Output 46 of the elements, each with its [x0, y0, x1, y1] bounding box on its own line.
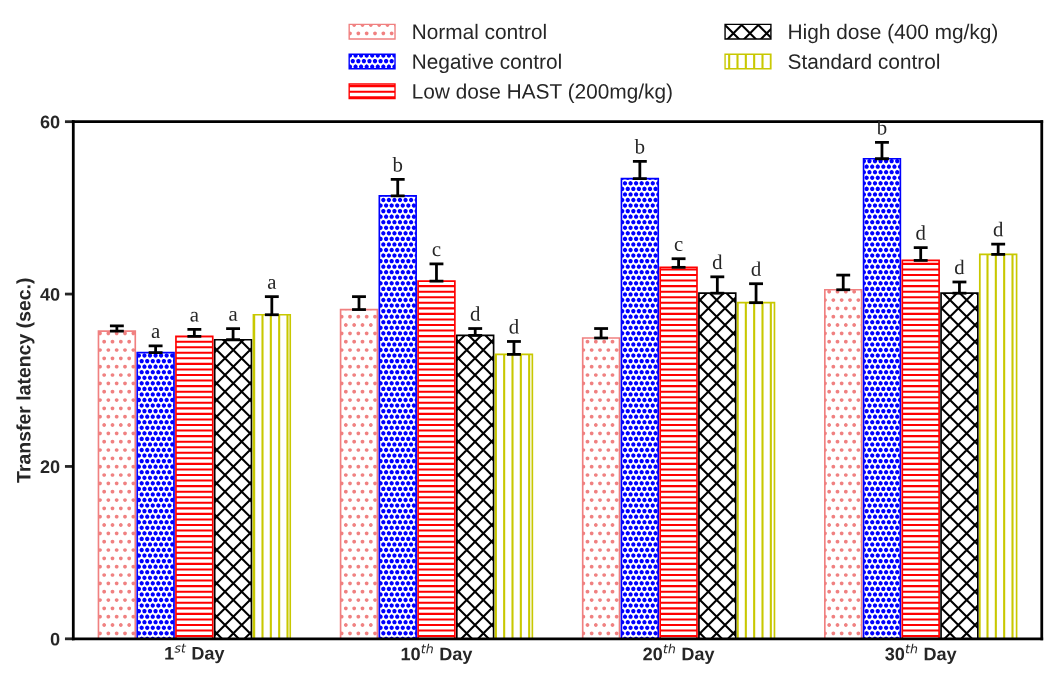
bar	[339, 308, 379, 639]
x-tick-label: 10$^{th}$ Day	[401, 643, 473, 664]
x-tick-label: 30$^{th}$ Day	[885, 643, 957, 664]
y-tick-label: 20	[40, 460, 60, 474]
bar	[823, 288, 863, 639]
y-tick-label: 60	[40, 115, 60, 129]
bar	[97, 330, 137, 639]
legend-label: Low dose HAST (200mg/kg)	[413, 83, 672, 103]
bar	[378, 194, 417, 639]
bar	[175, 335, 214, 639]
x-tick-label: 20$^{th}$ Day	[643, 643, 715, 664]
bar	[417, 280, 456, 639]
data-label: d	[954, 259, 965, 275]
data-label: c	[432, 246, 441, 257]
bar	[581, 337, 621, 639]
legend-label: Normal control	[413, 23, 546, 40]
y-tick-label: 0	[50, 632, 60, 646]
bar	[736, 301, 776, 639]
x-tick-label: 1$^{st}$ Day	[165, 643, 225, 664]
legend-label: Negative control	[413, 53, 561, 74]
data-label: d	[993, 221, 1004, 237]
data-label: c	[674, 241, 683, 252]
y-tick-label: 40	[40, 287, 60, 301]
data-label: d	[712, 254, 723, 270]
data-label: d	[751, 261, 762, 277]
bar	[136, 351, 175, 639]
legend-label: High dose (400 mg/kg)	[789, 23, 998, 44]
data-label: d	[916, 225, 926, 240]
y-axis-title: Transfer latency (sec.)	[16, 278, 35, 483]
legend-label: Standard control	[788, 53, 940, 69]
bar	[901, 259, 940, 639]
data-label: a	[151, 328, 160, 339]
data-label: d	[509, 319, 519, 334]
bar	[252, 313, 292, 639]
data-label: d	[470, 306, 481, 321]
data-label: b	[392, 157, 403, 172]
data-label: b	[634, 138, 645, 154]
bar	[862, 157, 902, 639]
data-label: a	[190, 311, 199, 322]
data-label: b	[876, 120, 887, 135]
bar	[978, 253, 1018, 639]
bar	[494, 353, 534, 639]
data-label: a	[267, 278, 277, 289]
bar	[620, 177, 660, 639]
bar	[659, 266, 698, 639]
data-label: a	[229, 310, 238, 321]
